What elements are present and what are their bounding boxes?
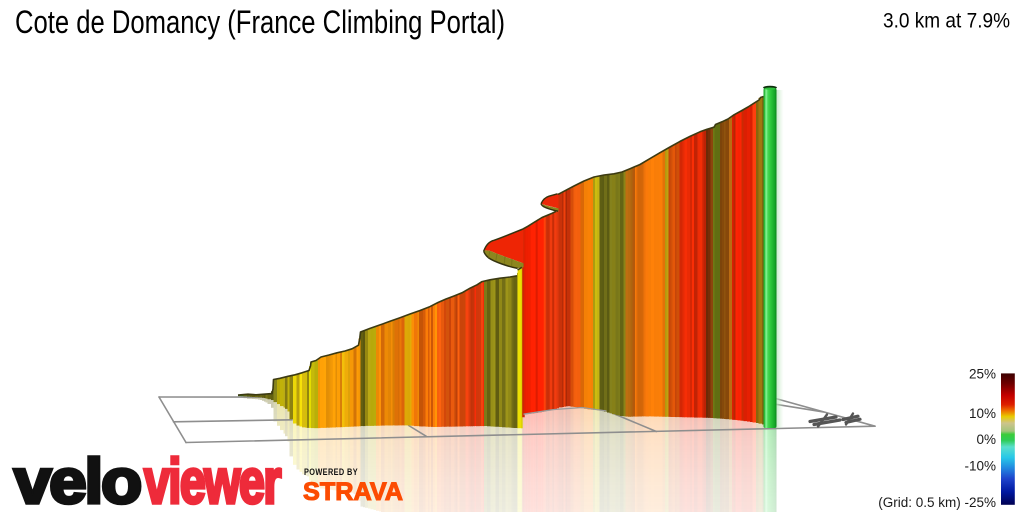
svg-text:Cote de Domancy (France Climbi: Cote de Domancy (France Climbing Portal) [15,4,505,40]
svg-text:3.0 km at 7.9%: 3.0 km at 7.9% [883,9,1010,33]
svg-text:velo: velo [14,447,141,512]
svg-text:STRAVA: STRAVA [303,478,403,506]
svg-text:0%: 0% [976,432,996,447]
svg-text:-10%: -10% [964,458,996,473]
svg-text:viewer: viewer [144,447,281,512]
svg-text:POWERED BY: POWERED BY [304,467,358,478]
svg-text:10%: 10% [969,406,996,421]
svg-text:25%: 25% [969,366,996,381]
svg-text:(Grid: 0.5 km) -25%: (Grid: 0.5 km) -25% [878,495,996,510]
